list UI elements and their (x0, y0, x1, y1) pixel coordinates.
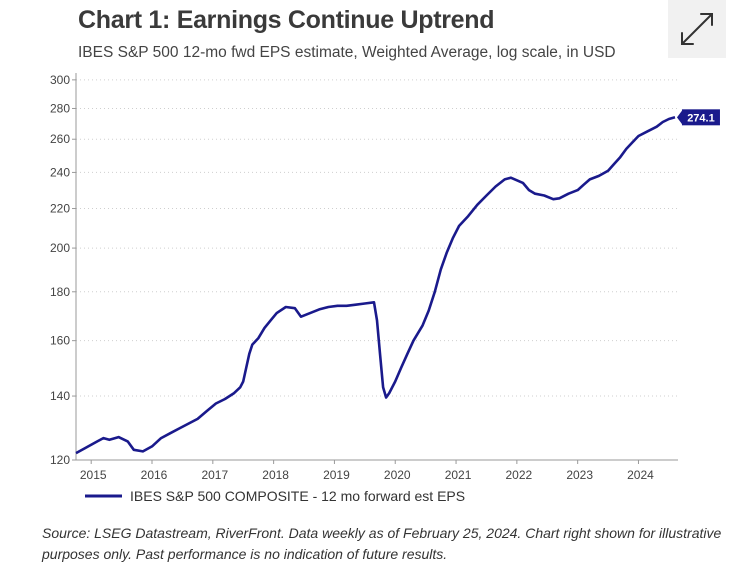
x-tick-label: 2017 (201, 468, 228, 482)
x-tick-label: 2021 (445, 468, 472, 482)
chart-gridlines (76, 79, 678, 397)
expand-arrows-icon (681, 13, 713, 45)
y-tick-label: 300 (50, 73, 70, 87)
y-tick-label: 120 (50, 453, 70, 467)
eps-series-line (75, 116, 676, 455)
chart-title: Chart 1: Earnings Continue Uptrend (78, 6, 495, 34)
end-label-pointer (676, 109, 683, 126)
chart-axes (75, 73, 678, 461)
x-axis-ticks: 2015 2016 2017 2018 2019 2020 2021 2022 2023 2024 (80, 460, 654, 482)
end-label-value: 274.1 (687, 112, 715, 124)
x-tick-label: 2022 (506, 468, 533, 482)
y-tick-label: 220 (50, 202, 70, 216)
y-tick-label: 160 (50, 334, 70, 348)
y-tick-label: 280 (50, 101, 70, 115)
y-tick-label: 140 (50, 389, 70, 403)
source-note: Source: LSEG Datastream, RiverFront. Dat… (42, 525, 722, 562)
y-axis-ticks: 120 140 160 180 200 220 240 260 280 300 (50, 73, 76, 467)
end-label-box (681, 109, 720, 126)
chart-legend: IBES S&P 500 COMPOSITE - 12 mo forward e… (85, 488, 465, 504)
x-tick-label: 2024 (627, 468, 654, 482)
end-value-label: 274.1 (676, 109, 720, 126)
x-tick-label: 2016 (141, 468, 168, 482)
y-tick-label: 240 (50, 165, 70, 179)
x-tick-label: 2019 (323, 468, 350, 482)
x-tick-label: 2018 (262, 468, 289, 482)
y-tick-label: 180 (50, 285, 70, 299)
y-tick-label: 260 (50, 132, 70, 146)
legend-series-label: IBES S&P 500 COMPOSITE - 12 mo forward e… (130, 488, 465, 504)
y-tick-label: 200 (50, 241, 70, 255)
x-tick-label: 2015 (80, 468, 107, 482)
chart-series (75, 116, 676, 455)
expand-button[interactable] (668, 0, 726, 58)
x-tick-label: 2023 (566, 468, 593, 482)
x-tick-label: 2020 (384, 468, 411, 482)
chart-subtitle: IBES S&P 500 12-mo fwd EPS estimate, Wei… (78, 44, 616, 61)
